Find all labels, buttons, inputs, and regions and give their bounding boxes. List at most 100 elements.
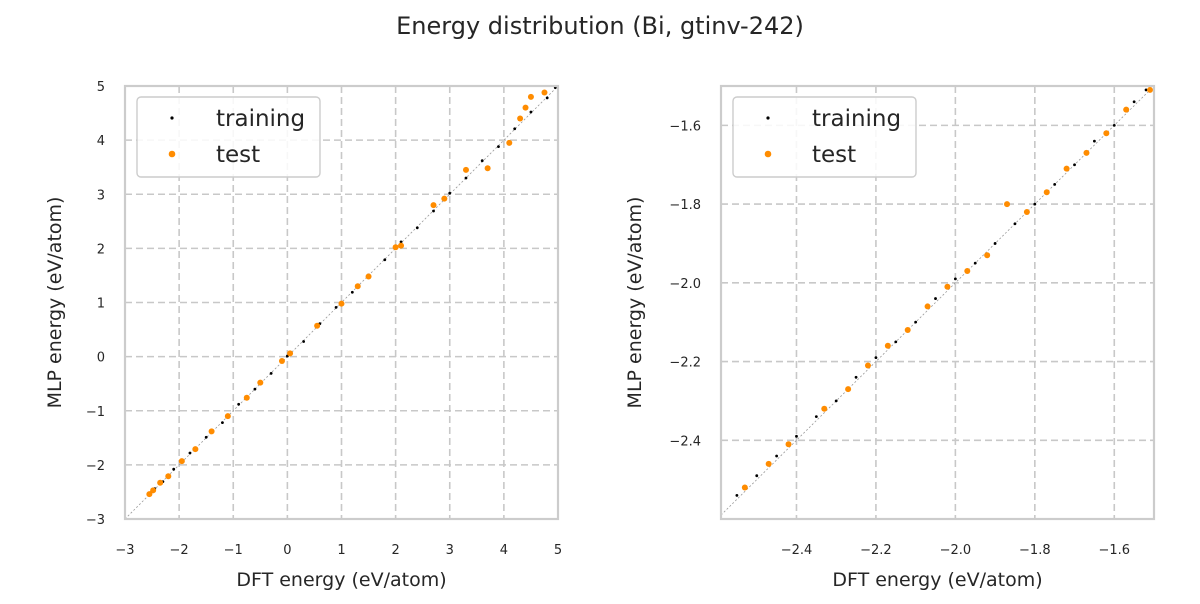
x-tick-label: 5: [554, 543, 562, 558]
training-point: [735, 493, 739, 497]
test-point: [243, 394, 250, 401]
figure-title: Energy distribution (Bi, gtinv-242): [396, 12, 804, 40]
test-point: [398, 242, 405, 249]
training-point: [529, 110, 533, 114]
training-point: [513, 127, 517, 131]
training-point: [497, 145, 500, 149]
x-tick-label: 2: [391, 543, 399, 558]
test-point: [506, 139, 513, 146]
test-point: [392, 244, 399, 251]
training-point: [934, 297, 937, 300]
training-point: [1033, 202, 1037, 206]
test-point: [1083, 149, 1090, 156]
test-point: [157, 479, 164, 486]
legend-box: [136, 96, 321, 178]
training-point: [834, 399, 838, 403]
x-tick-label: 4: [500, 543, 508, 558]
energy-scatter-full-range: −3 −2 −1 0 1 2 3 4 5 −3 −2 −1 0 1 2 3 4 5 DFT energy (eV/a…: [44, 80, 562, 591]
test-point: [146, 491, 153, 498]
y-tick-label: −2.0: [669, 277, 701, 292]
training-point: [172, 467, 176, 471]
test-point: [522, 104, 529, 111]
test-point: [208, 428, 215, 435]
training-point: [188, 451, 192, 455]
training-point: [1144, 88, 1148, 92]
axes-frame: [719, 84, 1156, 521]
training-point: [854, 375, 858, 379]
legend-label-test: test: [216, 142, 260, 168]
legend-label-training: training: [216, 106, 305, 132]
legend-box: [732, 96, 917, 178]
test-point: [821, 405, 828, 412]
training-point: [334, 305, 338, 309]
test-point: [1023, 208, 1030, 215]
training-point: [1112, 123, 1116, 127]
y-tick-label: −1.8: [669, 198, 701, 213]
training-point: [993, 242, 997, 245]
test-point: [192, 446, 199, 453]
x-axis-title: DFT energy (eV/atom): [832, 569, 1042, 591]
legend-marker-test: [168, 150, 176, 158]
legend: training test: [136, 96, 321, 178]
y-axis-title: MLP energy (eV/atom): [624, 197, 646, 409]
training-point: [480, 159, 484, 163]
test-point: [441, 195, 448, 202]
test-point: [354, 283, 361, 290]
training-point: [269, 372, 273, 375]
test-point: [314, 322, 321, 329]
training-point: [874, 356, 878, 360]
training-point: [399, 240, 403, 244]
test-point: [484, 165, 491, 172]
training-point: [795, 434, 798, 438]
test-point: [944, 283, 951, 290]
legend-label-test: test: [812, 142, 856, 168]
x-tick-label: −2: [170, 543, 189, 558]
training-point: [302, 340, 306, 343]
x-tick-label: −2.2: [860, 543, 892, 558]
x-tick-label: −3: [115, 543, 134, 558]
x-tick-label: 3: [446, 543, 454, 558]
energy-scatter-zoomed-range: −2.4 −2.2 −2.0 −1.8 −1.6 −2.4 −2.2 −2.0 −1.8 −1.6…: [624, 84, 1156, 591]
x-tick-label: 0: [283, 543, 291, 558]
test-point: [224, 413, 231, 420]
test-point: [365, 273, 372, 280]
legend-label-training: training: [812, 106, 901, 132]
y-tick-label: 2: [97, 242, 105, 257]
x-axis-title: DFT energy (eV/atom): [236, 569, 446, 591]
training-point: [253, 387, 257, 391]
test-point: [1004, 201, 1011, 208]
training-point: [914, 320, 918, 324]
test-point: [845, 386, 852, 393]
test-point: [1123, 106, 1130, 113]
training-point: [415, 226, 419, 230]
training-point: [1132, 100, 1136, 104]
test-point: [278, 357, 285, 364]
test-point: [864, 362, 871, 369]
y-tick-label: 1: [97, 297, 105, 312]
test-point: [1063, 165, 1070, 172]
test-point: [527, 93, 534, 100]
x-tick-label: −2.4: [781, 543, 813, 558]
axes-frame: [123, 84, 560, 521]
test-point: [904, 327, 911, 334]
y-axis-title: MLP energy (eV/atom): [44, 197, 66, 409]
y-tick-label: −3: [86, 513, 105, 528]
training-point: [755, 474, 759, 478]
training-point: [350, 290, 354, 294]
legend-marker-training: [170, 116, 174, 120]
training-point: [1013, 222, 1017, 226]
training-point: [545, 96, 549, 100]
legend-marker-test: [764, 150, 772, 158]
y-tick-label: −2: [86, 459, 105, 474]
training-point: [432, 209, 435, 213]
test-point: [964, 268, 971, 275]
y-tick-label: 4: [97, 134, 105, 149]
test-point: [178, 458, 185, 465]
training-point: [973, 261, 977, 265]
test-point: [785, 441, 792, 448]
training-point: [1093, 139, 1096, 143]
test-point: [150, 487, 157, 494]
legend-marker-training: [766, 116, 770, 120]
test-point: [1103, 130, 1110, 137]
